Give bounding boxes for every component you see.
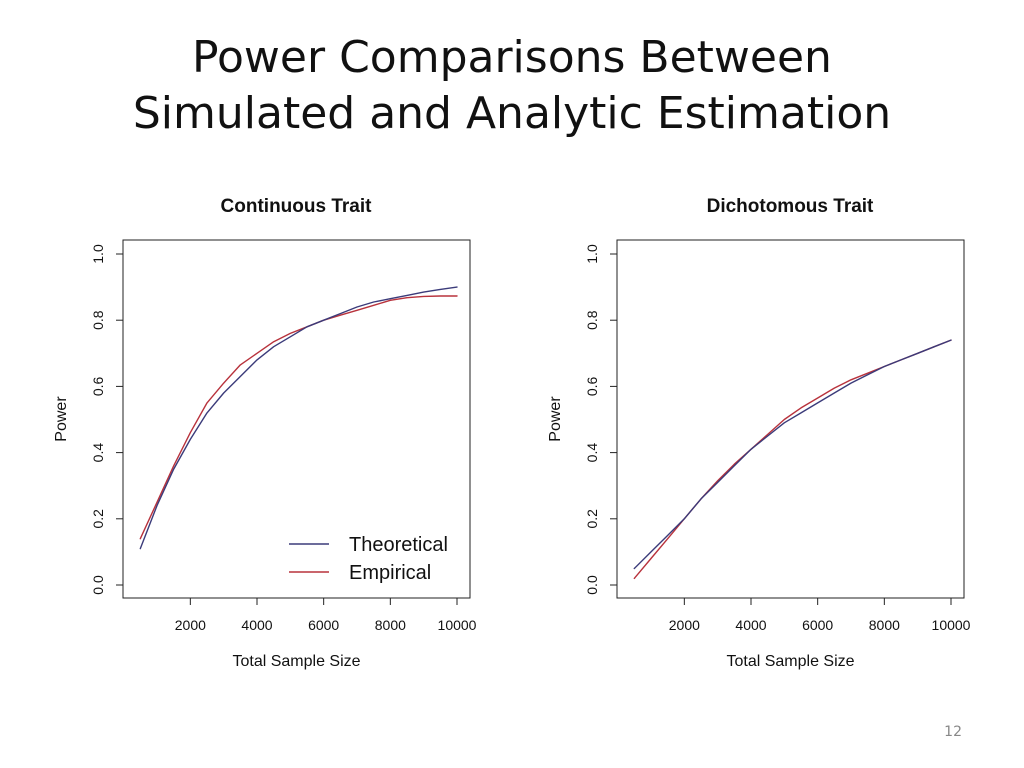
chart-1-ytick-label: 0.0 (90, 575, 106, 595)
chart-1-legend: Theoretical Empirical (289, 534, 448, 584)
chart-2-ytick-label: 1.0 (584, 244, 600, 264)
chart-1-plot-frame (122, 239, 471, 599)
chart-1-xlabel: Total Sample Size (232, 653, 360, 670)
chart-2-xlabel: Total Sample Size (726, 653, 854, 670)
chart-1-title: Continuous Trait (221, 196, 373, 217)
chart-1-xtick-label: 4000 (241, 617, 272, 633)
chart-2-xtick-label: 2000 (669, 617, 700, 633)
chart-1-series-empirical-line (139, 295, 458, 540)
chart-1-ylabel: Power (53, 396, 70, 442)
chart-2-ytick-label: 0.0 (584, 575, 600, 595)
chart-2-ylabel: Power (547, 396, 564, 442)
page-number: 12 (944, 724, 962, 740)
chart-1-series-theoretical-line (139, 286, 458, 550)
chart-1: Continuous Trait 2000 4000 6000 8000 10000 0.0… (53, 196, 477, 670)
chart-2-series-empirical-line (633, 339, 952, 580)
chart-2-xtick-label: 4000 (735, 617, 766, 633)
chart-2-xtick-label: 10000 (932, 617, 971, 633)
chart-1-xtick-label: 2000 (175, 617, 206, 633)
chart-1-legend-label-empirical: Empirical (349, 562, 431, 584)
chart-1-ytick-label: 0.8 (90, 310, 106, 330)
chart-2-plot-frame (616, 239, 965, 599)
chart-2-ytick-label: 0.2 (584, 509, 600, 529)
chart-2-ytick-label: 0.6 (584, 376, 600, 396)
chart-1-legend-label-theoretical: Theoretical (349, 534, 448, 556)
slide-title-line-1: Power Comparisons Between (192, 32, 832, 83)
chart-2-ytick-label: 0.8 (584, 310, 600, 330)
chart-1-ytick-label: 0.2 (90, 509, 106, 529)
chart-1-xtick-label: 6000 (308, 617, 339, 633)
chart-1-ytick-label: 0.4 (90, 443, 106, 463)
chart-1-xtick-label: 10000 (438, 617, 477, 633)
slide-title: Power Comparisons Between Simulated and … (0, 30, 1024, 142)
chart-2-series-theoretical-line (633, 339, 952, 570)
chart-2-xtick-label: 6000 (802, 617, 833, 633)
chart-2-ytick-label: 0.4 (584, 443, 600, 463)
chart-1-xtick-label: 8000 (375, 617, 406, 633)
chart-2: Dichotomous Trait 2000 4000 6000 8000 10000 0.… (547, 196, 971, 670)
chart-2-xtick-label: 8000 (869, 617, 900, 633)
chart-2-title: Dichotomous Trait (707, 196, 874, 217)
chart-1-ytick-label: 0.6 (90, 376, 106, 396)
chart-1-ytick-label: 1.0 (90, 244, 106, 264)
slide-title-line-2: Simulated and Analytic Estimation (132, 88, 892, 139)
